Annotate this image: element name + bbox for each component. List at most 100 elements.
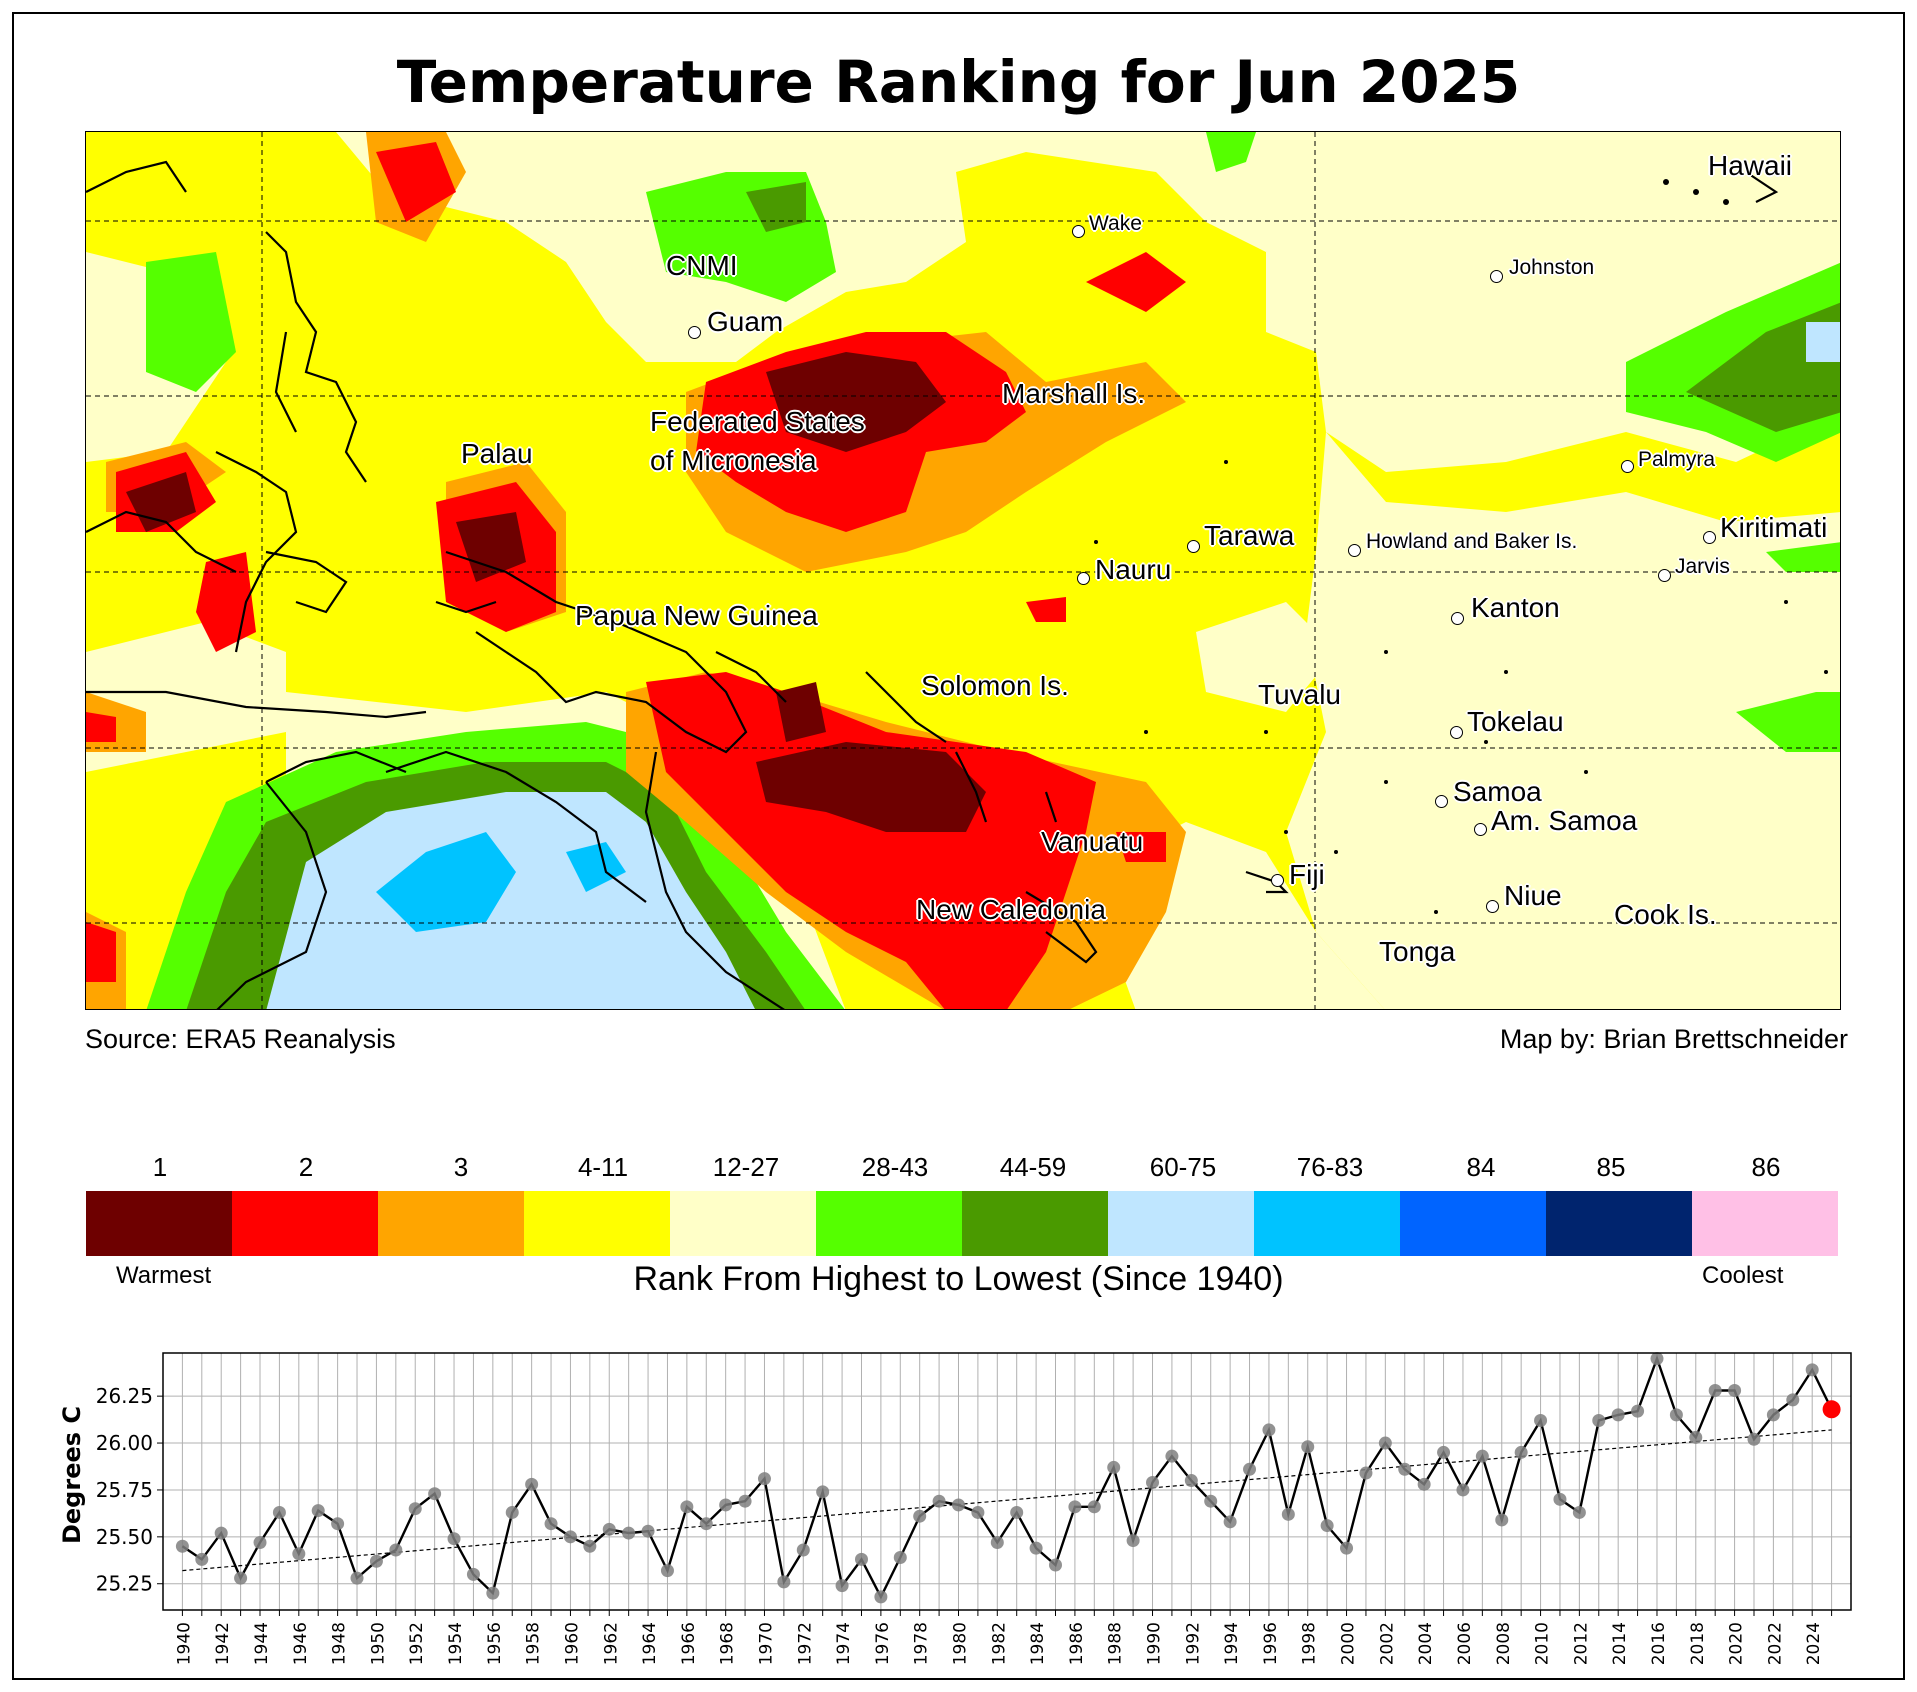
- point-2021: [1747, 1432, 1761, 1446]
- label-newcaledonia: New Caledonia: [916, 894, 1106, 925]
- point-2019: [1708, 1384, 1722, 1398]
- label-solomon: Solomon Is.: [921, 670, 1069, 701]
- point-2013: [1592, 1414, 1606, 1428]
- x-tick-label-2022: 2022: [1765, 1622, 1785, 1665]
- marker-kiritimati: [1703, 531, 1716, 544]
- point-1964: [641, 1524, 655, 1538]
- x-tick-label-1994: 1994: [1222, 1622, 1242, 1665]
- label-fiji: Fiji: [1289, 859, 1325, 890]
- rank-map: Hawaii Wake Johnston CNMI Guam Marshall …: [85, 131, 1841, 1010]
- point-1973: [816, 1485, 830, 1499]
- label-kanton: Kanton: [1471, 592, 1560, 623]
- label-samoa: Samoa: [1453, 776, 1542, 807]
- label-fsm-line2: of Micronesia: [650, 445, 817, 476]
- x-tick-label-1962: 1962: [601, 1622, 621, 1665]
- label-png: Papua New Guinea: [575, 600, 818, 631]
- point-1976: [874, 1590, 888, 1604]
- point-1974: [835, 1579, 849, 1593]
- point-1947: [311, 1504, 325, 1518]
- point-2006: [1456, 1483, 1470, 1497]
- point-1995: [1243, 1462, 1257, 1476]
- x-tick-label-1964: 1964: [640, 1622, 660, 1665]
- point-2005: [1437, 1445, 1451, 1459]
- marker-wake: [1072, 225, 1085, 238]
- x-tick-label-2024: 2024: [1804, 1622, 1824, 1665]
- point-1971: [777, 1575, 791, 1589]
- colorbar-swatch-3: [378, 1191, 525, 1256]
- x-tick-label-1950: 1950: [368, 1622, 388, 1665]
- marker-fiji: [1271, 874, 1284, 887]
- figure-frame: [12, 12, 1905, 1680]
- x-tick-label-2008: 2008: [1494, 1622, 1514, 1665]
- x-tick-label-2012: 2012: [1571, 1622, 1591, 1665]
- point-1990: [1146, 1475, 1160, 1489]
- point-1955: [466, 1567, 480, 1581]
- colorbar-title: Rank From Highest to Lowest (Since 1940): [633, 1260, 1284, 1298]
- point-2001: [1359, 1466, 1373, 1480]
- marker-niue: [1486, 900, 1499, 913]
- x-tick-label-2014: 2014: [1610, 1622, 1630, 1665]
- point-1986: [1068, 1500, 1082, 1514]
- x-tick-label-1970: 1970: [756, 1622, 776, 1665]
- colorbar-swatch-12: [1692, 1191, 1838, 1256]
- x-tick-label-2004: 2004: [1416, 1622, 1436, 1665]
- y-tick-label-4: 26.25: [96, 1384, 153, 1408]
- chart-axes: 1940 1942 1944 1946 1948 1950 1952 1954 1956 1958…: [96, 1352, 1852, 1665]
- rank-76-83-areas: [376, 832, 626, 932]
- point-1953: [428, 1487, 442, 1501]
- colorbar-swatch-9: [1254, 1191, 1401, 1256]
- marker-kanton: [1451, 612, 1464, 625]
- marker-tokelau: [1450, 726, 1463, 739]
- credit-note: Map by: Brian Brettschneider: [1499, 1024, 1848, 1054]
- point-1965: [660, 1564, 674, 1578]
- point-1975: [854, 1552, 868, 1566]
- point-1983: [1010, 1505, 1024, 1519]
- point-1996: [1262, 1423, 1276, 1437]
- x-tick-label-2018: 2018: [1688, 1622, 1708, 1665]
- colorbar-label-7: 44-59: [999, 1152, 1067, 1182]
- marker-tarawa: [1187, 540, 1200, 553]
- label-palmyra: Palmyra: [1638, 448, 1716, 471]
- marker-palmyra: [1621, 460, 1634, 473]
- point-1993: [1204, 1494, 1218, 1508]
- point-2024: [1805, 1363, 1819, 1377]
- x-tick-label-1992: 1992: [1183, 1622, 1203, 1665]
- point-2008: [1495, 1513, 1509, 1527]
- point-1987: [1087, 1500, 1101, 1514]
- point-1972: [796, 1543, 810, 1557]
- point-2023: [1786, 1393, 1800, 1407]
- y-tick-label-0: 25.25: [96, 1572, 153, 1596]
- point-1988: [1107, 1460, 1121, 1474]
- point-1969: [738, 1494, 752, 1508]
- point-1979: [932, 1494, 946, 1508]
- label-cook: Cook Is.: [1614, 899, 1717, 930]
- point-2022: [1766, 1408, 1780, 1422]
- point-1944: [253, 1535, 267, 1549]
- point-2015: [1631, 1404, 1645, 1418]
- label-kiritimati: Kiritimati: [1720, 512, 1828, 543]
- x-tick-label-1966: 1966: [679, 1622, 699, 1665]
- label-tonga: Tonga: [1379, 936, 1456, 967]
- marker-howland: [1348, 544, 1361, 557]
- x-tick-label-1998: 1998: [1300, 1622, 1320, 1665]
- label-marshall: Marshall Is.: [1002, 378, 1146, 409]
- x-tick-label-1986: 1986: [1067, 1622, 1087, 1665]
- colorbar-warmest: Warmest: [116, 1262, 212, 1289]
- colorbar-swatch-8: [1108, 1191, 1255, 1256]
- point-1963: [622, 1526, 636, 1540]
- colorbar-swatch-2: [232, 1191, 379, 1256]
- colorbar-label-8: 60-75: [1149, 1152, 1217, 1182]
- point-2004: [1417, 1477, 1431, 1491]
- label-jarvis: Jarvis: [1675, 555, 1730, 578]
- colorbar-swatch-4: [524, 1191, 671, 1256]
- x-tick-label-1946: 1946: [291, 1622, 311, 1665]
- point-2009: [1514, 1445, 1528, 1459]
- label-cnmi: CNMI: [666, 250, 738, 281]
- point-1958: [525, 1477, 539, 1491]
- figure-title: Temperature Ranking for Jun 2025: [396, 48, 1521, 116]
- label-palau: Palau: [461, 438, 533, 469]
- point-1942: [214, 1526, 228, 1540]
- point-1966: [680, 1500, 694, 1514]
- marker-johnston: [1490, 270, 1503, 283]
